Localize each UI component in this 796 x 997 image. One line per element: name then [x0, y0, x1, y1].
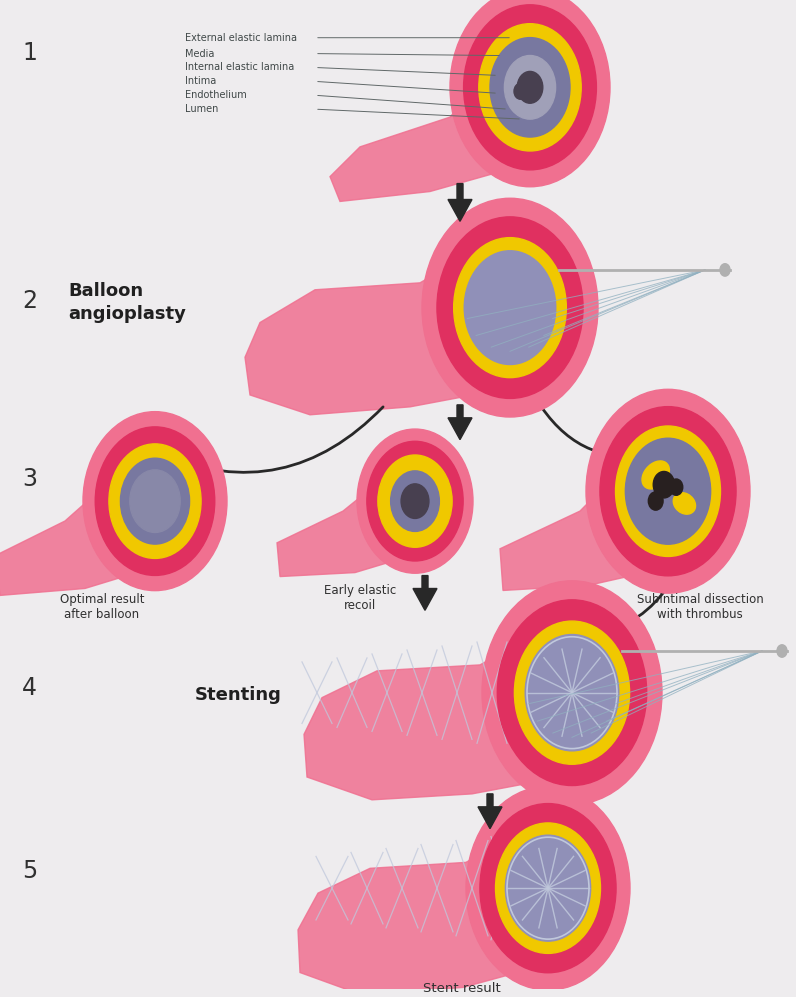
Polygon shape: [500, 417, 673, 590]
Circle shape: [120, 459, 189, 544]
Circle shape: [777, 645, 787, 657]
Circle shape: [525, 634, 618, 751]
Ellipse shape: [642, 461, 669, 489]
Circle shape: [505, 56, 556, 120]
Text: Media: Media: [185, 49, 214, 59]
Text: External elastic lamina: External elastic lamina: [185, 33, 297, 43]
Circle shape: [505, 835, 591, 941]
Circle shape: [454, 237, 566, 378]
Circle shape: [463, 5, 596, 169]
Circle shape: [480, 804, 616, 973]
Polygon shape: [448, 405, 472, 440]
Text: Endothelium: Endothelium: [185, 91, 247, 101]
Text: Lumen: Lumen: [185, 104, 218, 115]
Text: 4: 4: [22, 676, 37, 700]
Text: Internal elastic lamina: Internal elastic lamina: [185, 63, 295, 73]
Circle shape: [357, 429, 473, 573]
Circle shape: [367, 442, 463, 561]
Circle shape: [130, 470, 180, 532]
Text: Balloon
angioplasty: Balloon angioplasty: [68, 282, 186, 323]
Text: Subintimal dissection
with thrombus: Subintimal dissection with thrombus: [637, 593, 763, 621]
Circle shape: [626, 439, 711, 544]
Circle shape: [517, 72, 543, 104]
Circle shape: [600, 407, 736, 576]
Text: Stent result: Stent result: [423, 982, 501, 995]
Polygon shape: [330, 13, 540, 201]
Circle shape: [648, 492, 663, 510]
Text: Intima: Intima: [185, 77, 217, 87]
Circle shape: [464, 251, 556, 365]
Circle shape: [615, 426, 720, 556]
Text: 2: 2: [22, 289, 37, 313]
Circle shape: [109, 444, 201, 558]
Circle shape: [401, 484, 429, 518]
Circle shape: [466, 787, 630, 990]
Circle shape: [720, 264, 730, 276]
Circle shape: [514, 621, 630, 765]
Text: Stenting: Stenting: [195, 686, 282, 704]
Text: 1: 1: [22, 41, 37, 65]
Polygon shape: [304, 609, 580, 800]
Circle shape: [437, 217, 583, 399]
Circle shape: [490, 38, 570, 137]
Text: 5: 5: [22, 859, 37, 883]
Text: Optimal result
after balloon: Optimal result after balloon: [60, 593, 144, 621]
Circle shape: [391, 471, 439, 531]
Circle shape: [479, 24, 581, 151]
Circle shape: [422, 198, 598, 417]
Circle shape: [654, 472, 674, 498]
Circle shape: [482, 581, 662, 805]
Polygon shape: [298, 813, 553, 995]
Text: Early elastic
recoil: Early elastic recoil: [324, 583, 396, 611]
Polygon shape: [0, 437, 160, 595]
Circle shape: [96, 427, 215, 575]
Polygon shape: [277, 450, 419, 576]
Circle shape: [83, 412, 227, 590]
Text: 3: 3: [22, 468, 37, 492]
Polygon shape: [448, 183, 472, 221]
Circle shape: [378, 455, 452, 547]
Ellipse shape: [673, 493, 696, 514]
Polygon shape: [245, 226, 518, 415]
Circle shape: [514, 84, 527, 100]
Circle shape: [586, 389, 750, 593]
Circle shape: [496, 823, 600, 953]
Circle shape: [669, 479, 683, 496]
Polygon shape: [478, 794, 502, 829]
Circle shape: [498, 600, 646, 786]
Polygon shape: [413, 575, 437, 610]
Circle shape: [450, 0, 610, 186]
